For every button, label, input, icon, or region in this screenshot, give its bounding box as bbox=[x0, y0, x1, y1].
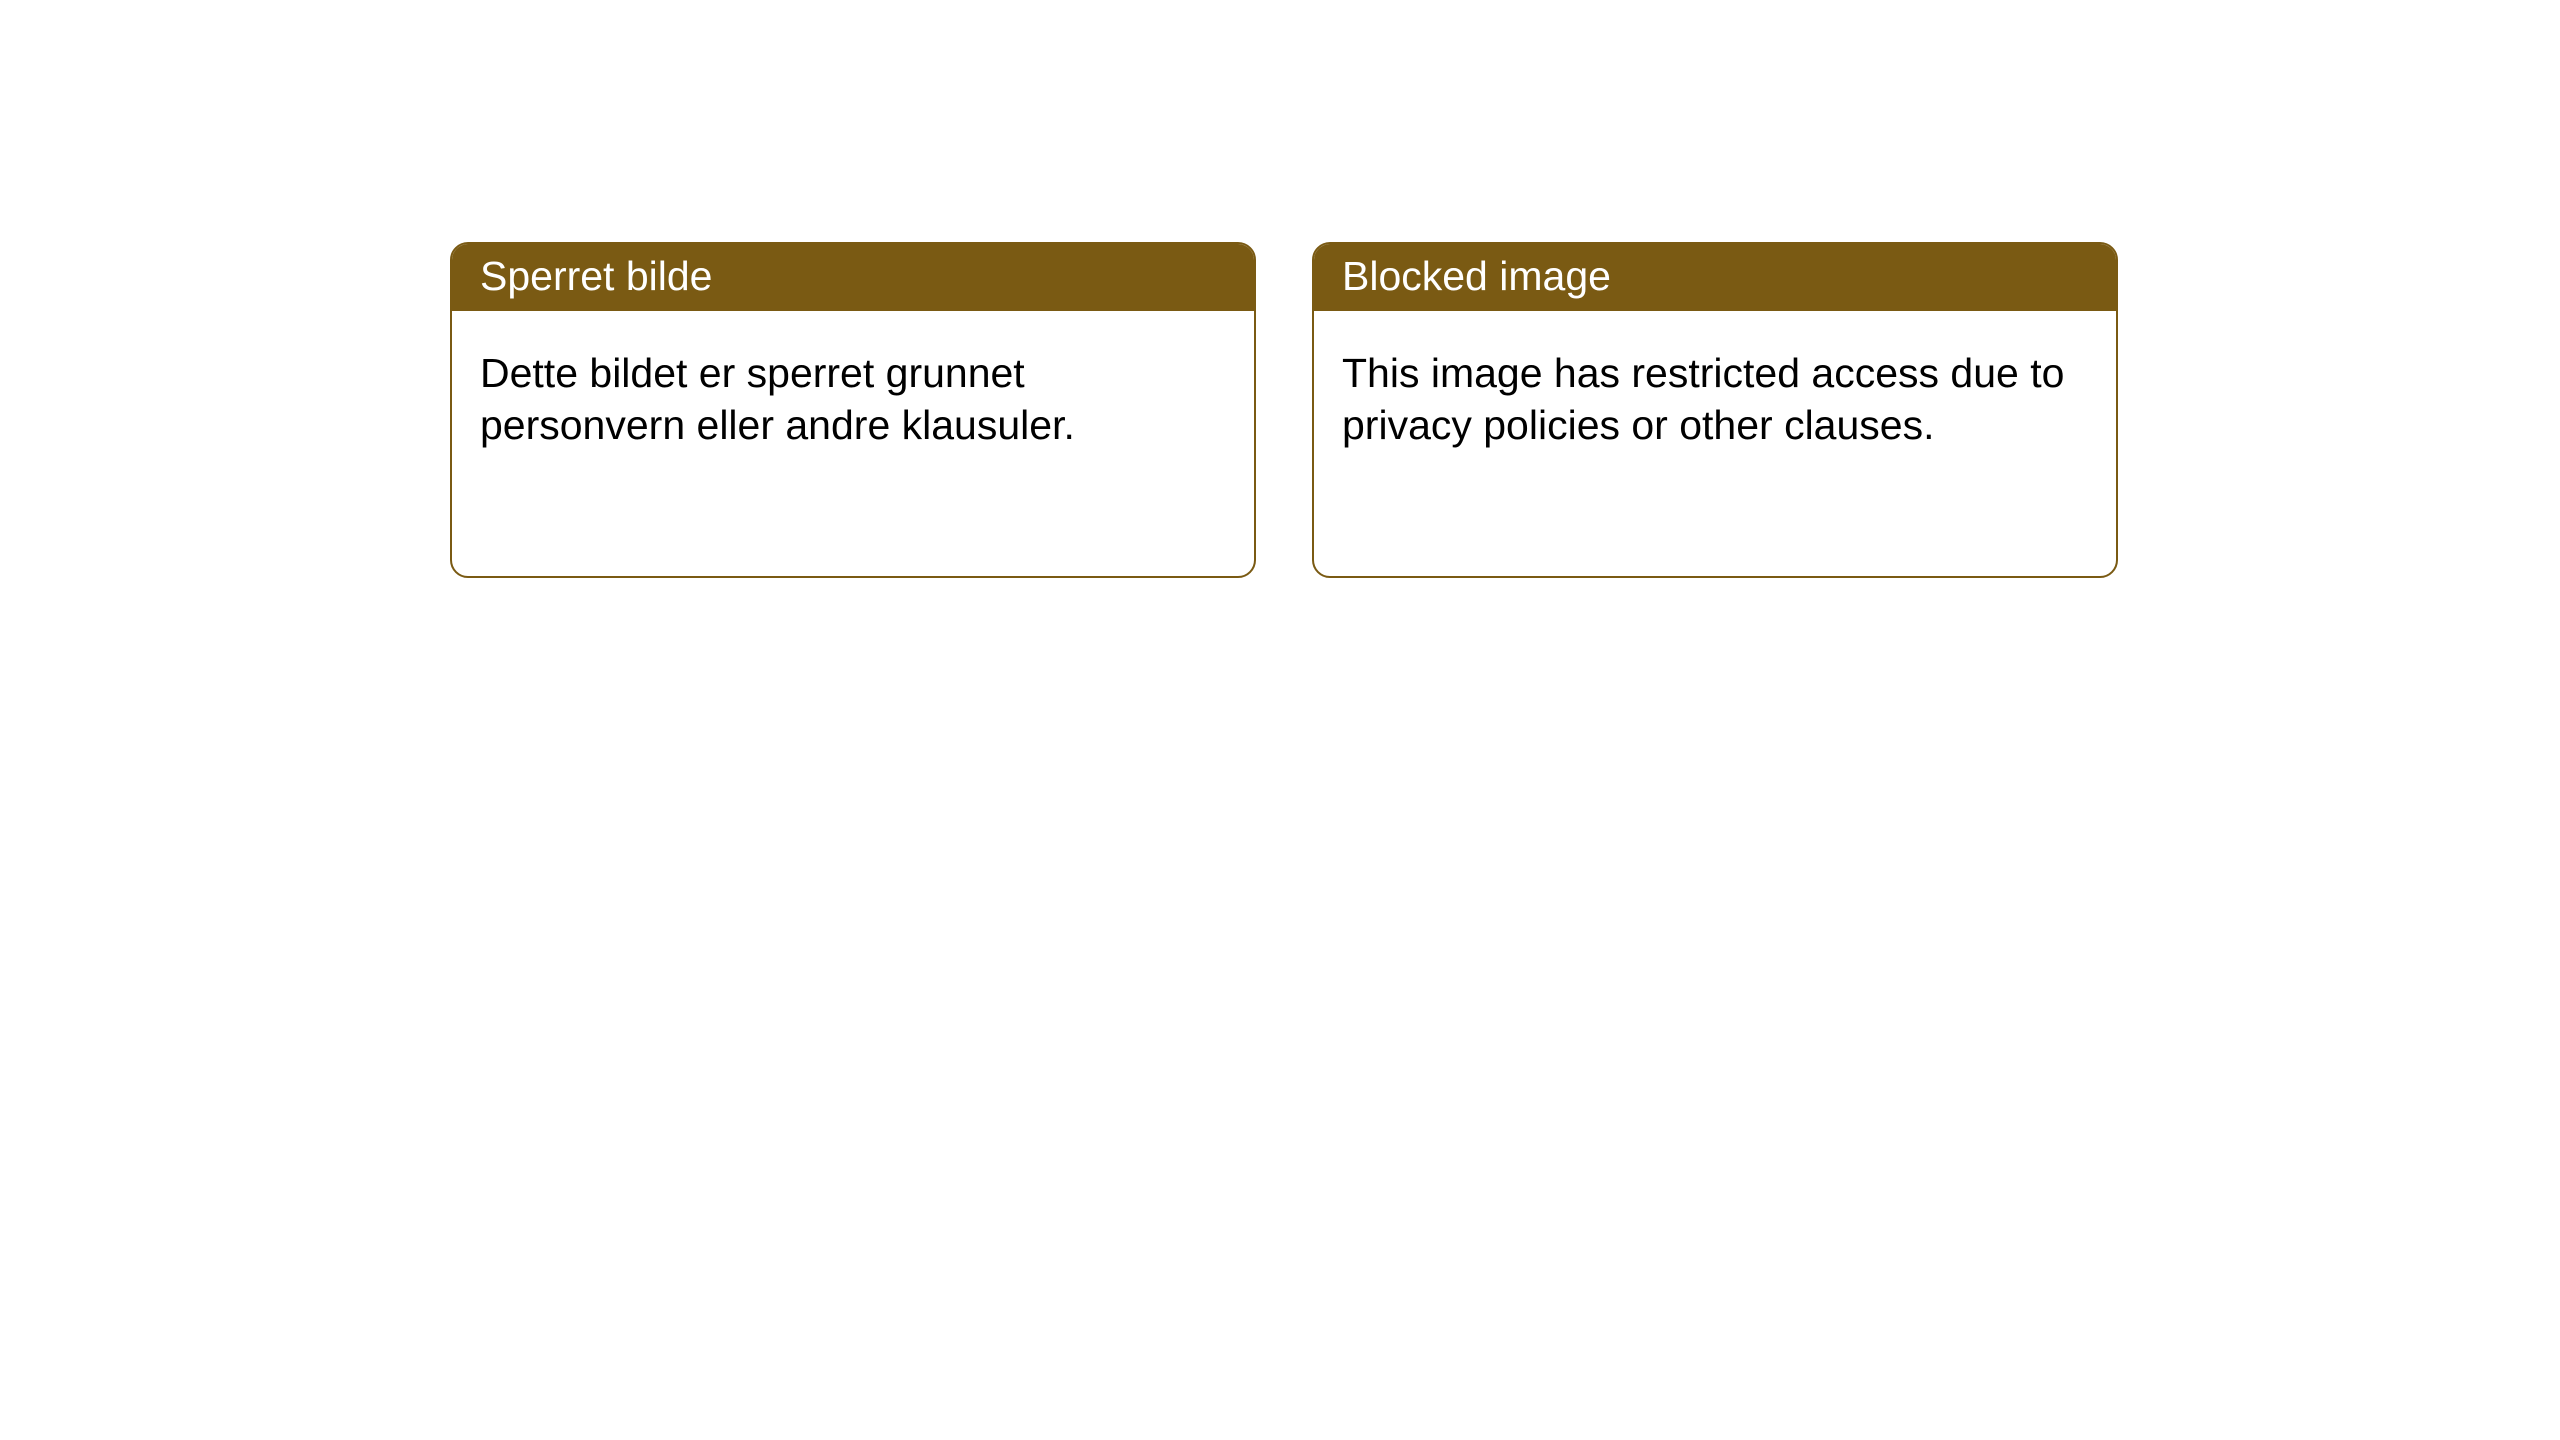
notice-body-en: This image has restricted access due to … bbox=[1314, 311, 2116, 479]
notice-header-no: Sperret bilde bbox=[452, 244, 1254, 311]
notice-container: Sperret bilde Dette bildet er sperret gr… bbox=[0, 0, 2560, 578]
notice-card-no: Sperret bilde Dette bildet er sperret gr… bbox=[450, 242, 1256, 578]
notice-card-en: Blocked image This image has restricted … bbox=[1312, 242, 2118, 578]
notice-header-en: Blocked image bbox=[1314, 244, 2116, 311]
notice-body-no: Dette bildet er sperret grunnet personve… bbox=[452, 311, 1254, 479]
